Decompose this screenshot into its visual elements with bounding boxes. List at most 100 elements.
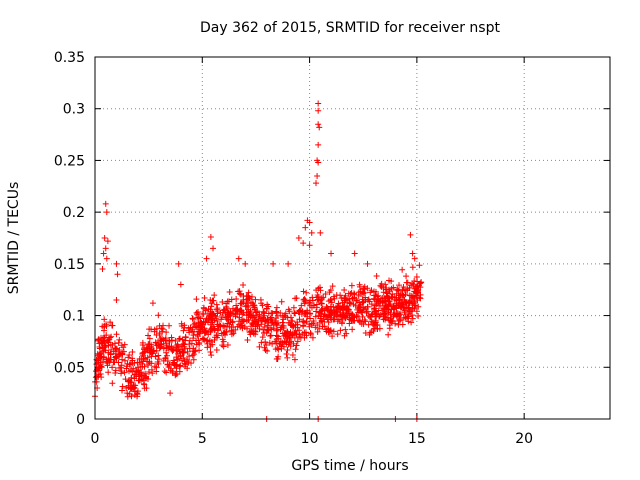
data-point: [247, 309, 254, 316]
data-point: [313, 180, 320, 187]
data-point: [289, 352, 296, 359]
y-tick-label: 0.15: [54, 257, 85, 273]
grid: [95, 57, 610, 419]
data-point: [92, 368, 99, 375]
data-point: [291, 356, 298, 363]
data-point: [308, 229, 315, 236]
data-point: [114, 271, 121, 278]
data-point: [251, 302, 258, 309]
data-point: [364, 260, 371, 267]
data-point: [350, 301, 357, 308]
data-point: [168, 334, 175, 341]
data-point: [164, 361, 171, 368]
data-point: [401, 296, 408, 303]
data-point: [385, 302, 392, 309]
y-axis-label: SRMTID / TECUs: [6, 182, 22, 295]
data-point: [368, 287, 375, 294]
data-point: [111, 340, 118, 347]
data-point: [300, 323, 307, 330]
data-point: [161, 368, 168, 375]
data-point: [112, 354, 119, 361]
data-point: [328, 309, 335, 316]
data-point: [351, 291, 358, 298]
data-point: [405, 318, 412, 325]
data-point: [261, 312, 268, 319]
data-point: [142, 370, 149, 377]
data-point: [273, 321, 280, 328]
data-point: [415, 303, 422, 310]
data-point: [169, 369, 176, 376]
data-point: [101, 316, 108, 323]
data-point: [264, 322, 271, 329]
data-point: [196, 347, 203, 354]
data-point: [330, 293, 337, 300]
data-point: [96, 364, 103, 371]
data-point: [331, 310, 338, 317]
data-point: [245, 289, 252, 296]
data-point: [347, 290, 354, 297]
data-point: [228, 323, 235, 330]
data-point: [314, 292, 321, 299]
data-point: [297, 334, 304, 341]
data-point: [351, 250, 358, 257]
data-point: [280, 323, 287, 330]
data-point: [105, 339, 112, 346]
data-point: [355, 292, 362, 299]
data-point: [173, 365, 180, 372]
data-point: [100, 338, 107, 345]
data-point: [172, 337, 179, 344]
data-point: [205, 306, 212, 313]
data-point: [325, 326, 332, 333]
data-point: [304, 307, 311, 314]
data-point: [175, 355, 182, 362]
data-point: [278, 298, 285, 305]
y-tick-label: 0.1: [63, 309, 85, 325]
data-point: [163, 349, 170, 356]
data-point: [287, 343, 294, 350]
data-point: [399, 266, 406, 273]
x-tick-label: 15: [408, 431, 426, 447]
data-point: [370, 328, 377, 335]
data-point: [309, 294, 316, 301]
data-point: [306, 242, 313, 249]
data-point: [227, 310, 234, 317]
data-point: [330, 328, 337, 335]
data-point: [337, 327, 344, 334]
data-point: [119, 383, 126, 390]
data-point: [202, 327, 209, 334]
data-point: [388, 306, 395, 313]
data-point: [203, 337, 210, 344]
data-point: [341, 332, 348, 339]
data-point: [371, 305, 378, 312]
data-point: [303, 332, 310, 339]
data-point: [116, 336, 123, 343]
data-point: [306, 321, 313, 328]
data-point: [390, 313, 397, 320]
data-point: [190, 356, 197, 363]
data-point: [112, 370, 119, 377]
chart-title: Day 362 of 2015, SRMTID for receiver nsp…: [200, 20, 500, 36]
data-point: [95, 336, 102, 343]
data-point: [219, 314, 226, 321]
data-point: [92, 374, 99, 381]
data-point: [94, 360, 101, 367]
y-tick-label: 0.25: [54, 153, 85, 169]
data-point: [317, 287, 324, 294]
data-point: [200, 304, 207, 311]
data-point: [273, 315, 280, 322]
data-point: [360, 298, 367, 305]
data-point: [130, 365, 137, 372]
data-point: [119, 350, 126, 357]
data-point: [104, 238, 111, 245]
data-point: [159, 328, 166, 335]
data-point: [407, 231, 414, 238]
data-point: [249, 293, 255, 300]
data-point: [144, 354, 151, 361]
data-point: [145, 332, 152, 339]
data-point: [243, 296, 250, 303]
data-point: [211, 317, 218, 324]
data-point: [109, 380, 116, 387]
data-point: [102, 200, 109, 207]
data-point: [124, 393, 131, 400]
data-point: [322, 291, 329, 298]
